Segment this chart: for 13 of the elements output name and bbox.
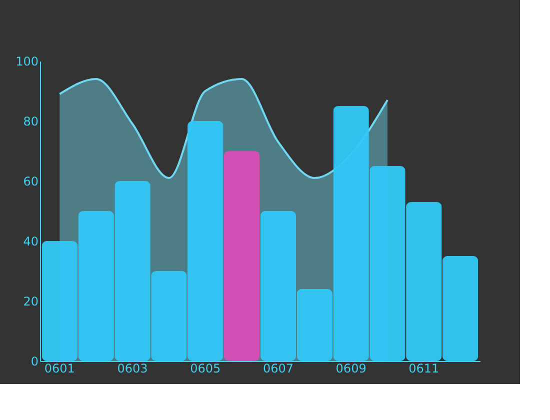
y-tick-label: 40 [23, 234, 38, 248]
y-tick-label: 100 [16, 54, 38, 68]
bar [224, 151, 260, 361]
y-tick-label: 80 [23, 114, 38, 128]
y-tick-label: 60 [23, 174, 38, 188]
x-tick-label: 0605 [190, 362, 221, 376]
x-tick-label: 0611 [408, 362, 440, 376]
x-tick-label: 0603 [117, 362, 148, 376]
x-tick-label: 0601 [44, 362, 75, 376]
x-tick-label: 0607 [262, 362, 294, 376]
y-tick-label: 20 [23, 294, 38, 308]
y-tick-label: 0 [30, 354, 38, 368]
x-tick-label: 0609 [336, 362, 366, 376]
